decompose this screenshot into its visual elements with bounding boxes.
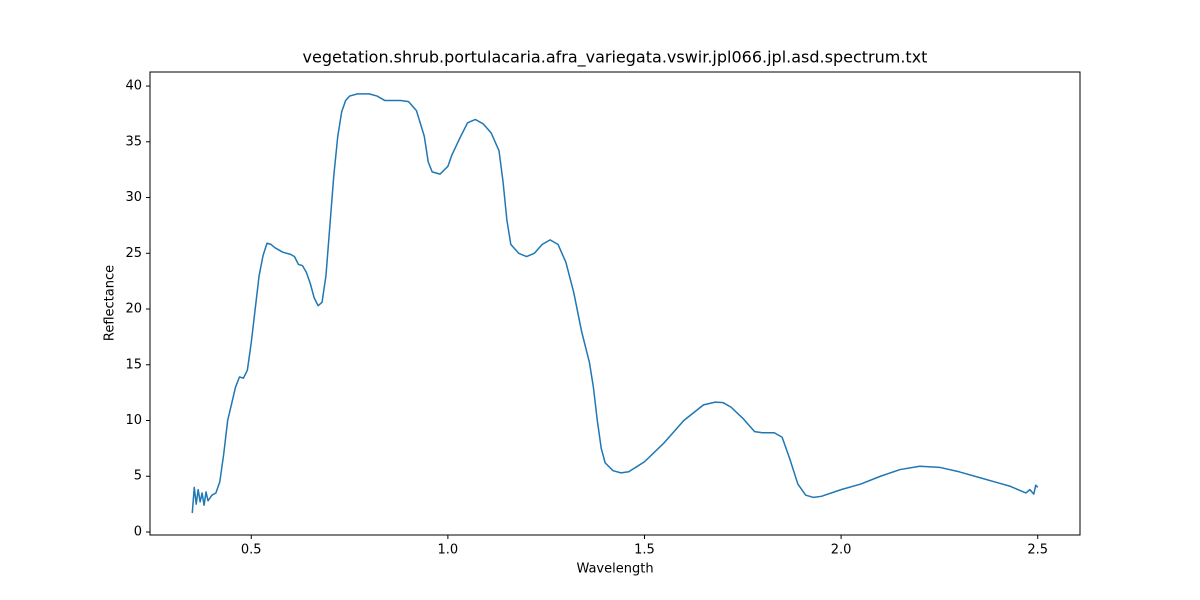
y-axis-label: Reflectance	[103, 265, 118, 341]
y-tick-label: 30	[125, 190, 142, 205]
x-tick-label: 2.5	[1027, 543, 1048, 558]
y-tick-label: 35	[125, 134, 142, 149]
x-axis-label: Wavelength	[576, 562, 653, 577]
x-tick-label: 0.5	[241, 543, 262, 558]
y-tick-label: 5	[134, 469, 142, 484]
y-tick-label: 10	[125, 413, 142, 428]
y-tick-label: 25	[125, 246, 142, 261]
y-tick-label: 20	[125, 302, 142, 317]
y-tick-label: 0	[134, 524, 142, 539]
x-tick-label: 1.5	[634, 543, 655, 558]
chart-title: vegetation.shrub.portulacaria.afra_varie…	[303, 48, 928, 68]
x-tick-label: 2.0	[831, 543, 852, 558]
y-tick-label: 15	[125, 357, 142, 372]
x-tick-label: 1.0	[438, 543, 459, 558]
spectrum-line	[191, 93, 1039, 514]
y-tick-label: 40	[125, 79, 142, 94]
axes-frame	[149, 71, 1081, 536]
